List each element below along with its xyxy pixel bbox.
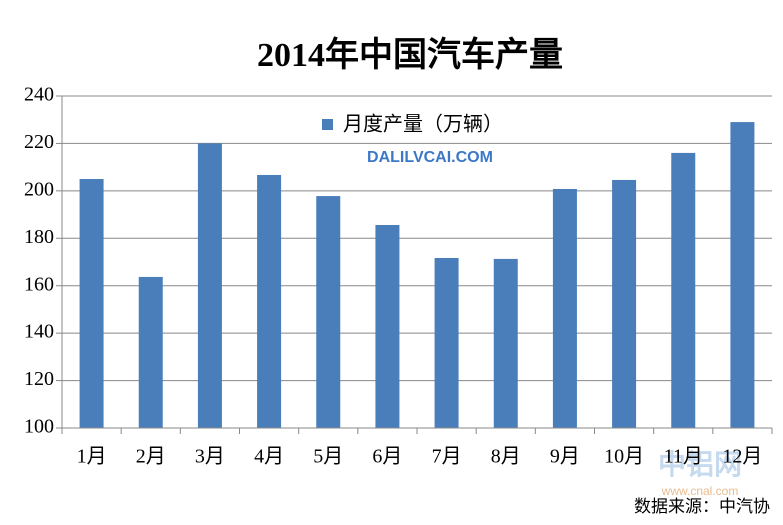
x-tick-label: 11月 (664, 446, 703, 468)
bar (316, 196, 341, 428)
x-tick-label: 8月 (491, 446, 521, 468)
bar (375, 225, 400, 428)
x-tick-label: 10月 (604, 446, 644, 468)
x-tick-label: 9月 (550, 446, 580, 468)
y-tick-label: 200 (24, 178, 54, 200)
y-tick-label: 100 (24, 416, 54, 438)
y-tick-label: 220 (24, 131, 54, 153)
bar (257, 174, 282, 428)
x-tick-label: 12月 (722, 446, 762, 468)
bar (138, 276, 163, 428)
watermark: 中铝网 (658, 448, 742, 481)
bar (730, 122, 755, 428)
watermark: DALILVCAI.COM (367, 149, 493, 166)
watermark: www.cnal.com (661, 484, 739, 498)
bar (552, 188, 577, 428)
bar (197, 143, 222, 428)
y-tick-label: 120 (24, 368, 54, 390)
y-tick-label: 140 (24, 321, 54, 343)
x-tick-label: 6月 (372, 446, 402, 468)
bar (434, 257, 459, 428)
legend-marker (322, 119, 333, 130)
x-tick-label: 1月 (77, 446, 107, 468)
x-tick-label: 5月 (313, 446, 343, 468)
chart-title: 2014年中国汽车产量 (257, 36, 563, 74)
source-note: 数据来源：中汽协 (634, 497, 770, 517)
x-tick-label: 2月 (136, 446, 166, 468)
x-tick-label: 7月 (432, 446, 462, 468)
bar (671, 152, 696, 428)
y-tick-label: 180 (24, 226, 54, 248)
bar (493, 258, 518, 428)
legend-label: 月度产量（万辆） (343, 112, 503, 136)
bar (79, 179, 104, 428)
y-tick-label: 160 (24, 273, 54, 295)
y-tick-label: 240 (24, 84, 54, 106)
x-tick-label: 4月 (254, 446, 284, 468)
bar (612, 179, 637, 428)
x-tick-label: 3月 (195, 446, 225, 468)
